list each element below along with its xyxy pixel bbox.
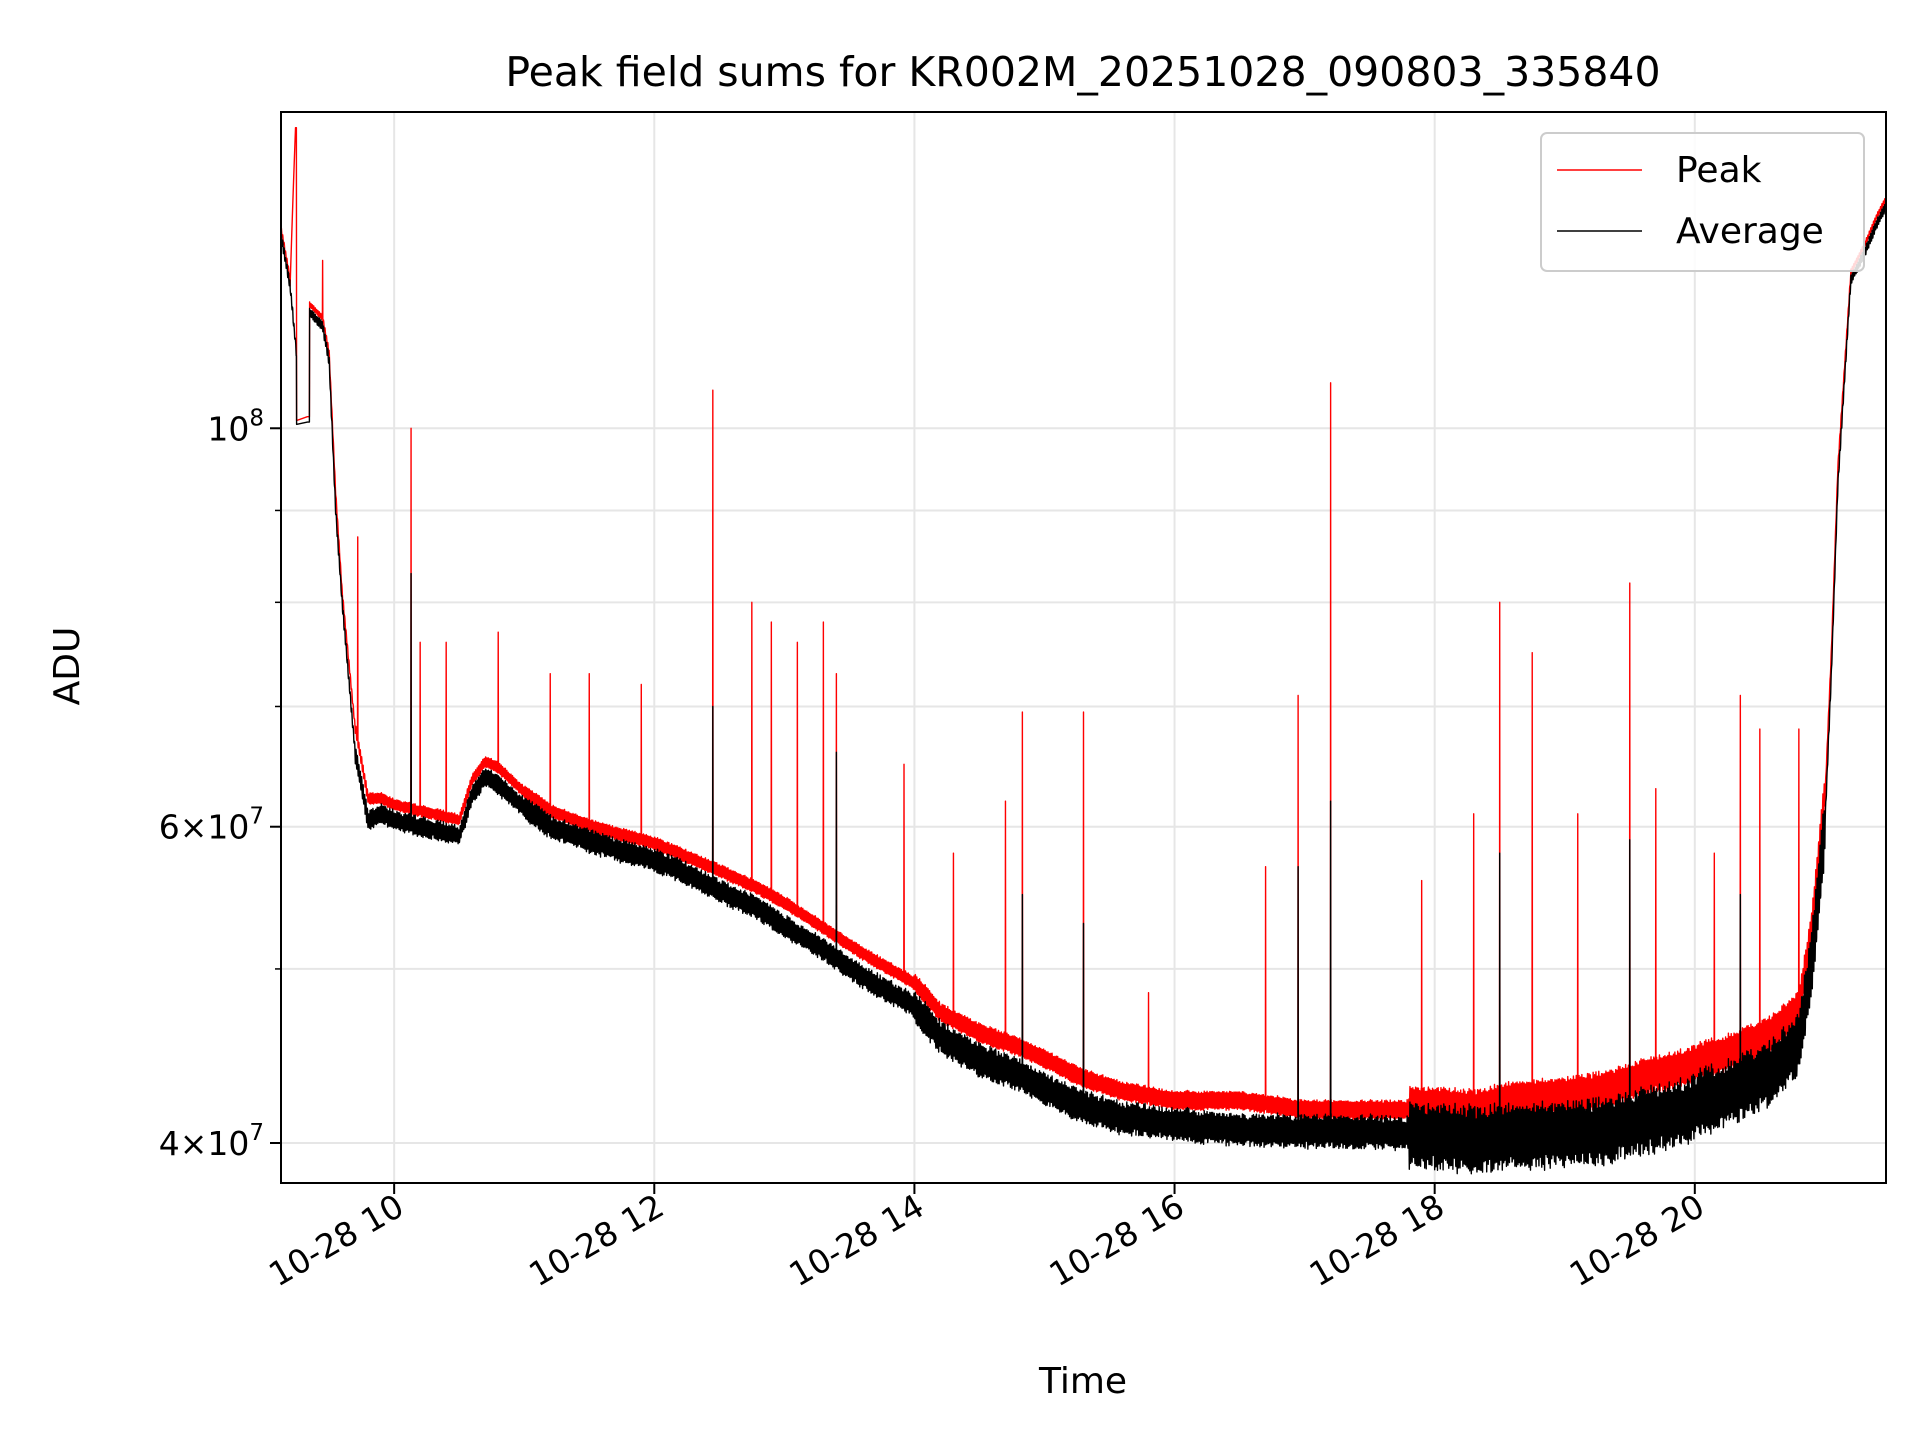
x-axis-label: Time bbox=[1038, 1361, 1127, 1402]
legend: Peak Average bbox=[1540, 132, 1865, 272]
series-average-line bbox=[280, 204, 1887, 1175]
chart-title: Peak field sums for KR002M_20251028_0908… bbox=[505, 48, 1660, 96]
y-tick-label: 108 bbox=[207, 405, 264, 448]
y-tick-label: 6×107 bbox=[159, 804, 264, 847]
plot-frame bbox=[280, 111, 1887, 1184]
series-peak-line bbox=[280, 111, 1887, 1129]
y-axis-label: ADU bbox=[47, 627, 88, 706]
legend-box bbox=[1540, 132, 1865, 272]
legend-average-label: Average bbox=[1676, 211, 1824, 252]
y-tick-exponent: 8 bbox=[249, 405, 264, 431]
legend-peak-label: Peak bbox=[1676, 150, 1762, 191]
y-tick-label: 4×107 bbox=[159, 1120, 264, 1163]
y-tick-exponent: 7 bbox=[249, 1120, 264, 1146]
y-tick-exponent: 7 bbox=[249, 804, 264, 830]
